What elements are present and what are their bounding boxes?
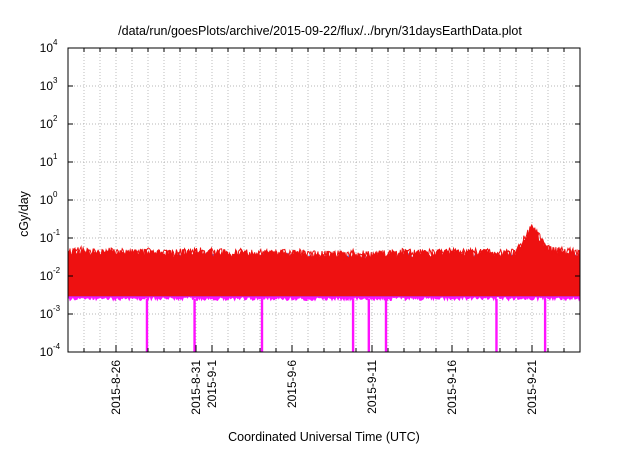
y-tick-label: 10	[40, 117, 54, 131]
grid-layer	[68, 48, 580, 352]
series-dropout	[367, 298, 371, 352]
y-tick-label: 10	[40, 231, 54, 245]
y-tick-label: 10	[40, 193, 54, 207]
y-tick-label: 10	[40, 345, 54, 359]
y-tick-label: 10	[40, 41, 54, 55]
x-tick-label: 2015-9-16	[445, 360, 459, 415]
y-tick-exponent: -2	[53, 266, 61, 275]
series-band	[67, 223, 581, 297]
y-tick-exponent: 4	[53, 38, 58, 47]
series-3	[67, 223, 581, 297]
x-tick-label: 2015-9-6	[285, 360, 299, 408]
x-axis-label: Coordinated Universal Time (UTC)	[228, 430, 420, 444]
x-tick-label: 2015-9-21	[525, 360, 539, 415]
x-tick-label: 2015-8-26	[109, 360, 123, 415]
series-dropout	[495, 298, 498, 352]
y-tick-exponent: -4	[53, 342, 61, 351]
series-dropout	[193, 298, 196, 352]
series-dropout	[384, 298, 388, 352]
series-dropout	[543, 298, 547, 352]
series-line	[67, 225, 581, 262]
y-tick-label: 10	[40, 269, 54, 283]
y-tick-exponent: 2	[53, 114, 58, 123]
x-tick-label: 2015-9-11	[365, 360, 379, 414]
series-dropout	[145, 298, 149, 352]
series-layer	[67, 223, 581, 352]
x-tick-label: 2015-9-1	[205, 360, 219, 408]
series-dropout	[351, 298, 355, 352]
y-axis-label: cGy/day	[17, 190, 31, 237]
y-tick-exponent: 1	[53, 152, 58, 161]
y-tick-label: 10	[40, 307, 54, 321]
y-tick-label: 10	[40, 79, 54, 93]
chart-title: /data/run/goesPlots/archive/2015-09-22/f…	[118, 24, 522, 38]
y-tick-exponent: -1	[53, 228, 61, 237]
x-tick-label: 2015-8-31	[189, 360, 203, 415]
y-tick-exponent: 0	[53, 190, 58, 199]
y-tick-exponent: 3	[53, 76, 58, 85]
y-tick-exponent: -3	[53, 304, 61, 313]
y-tick-label: 10	[40, 155, 54, 169]
series-dropout	[260, 298, 264, 352]
